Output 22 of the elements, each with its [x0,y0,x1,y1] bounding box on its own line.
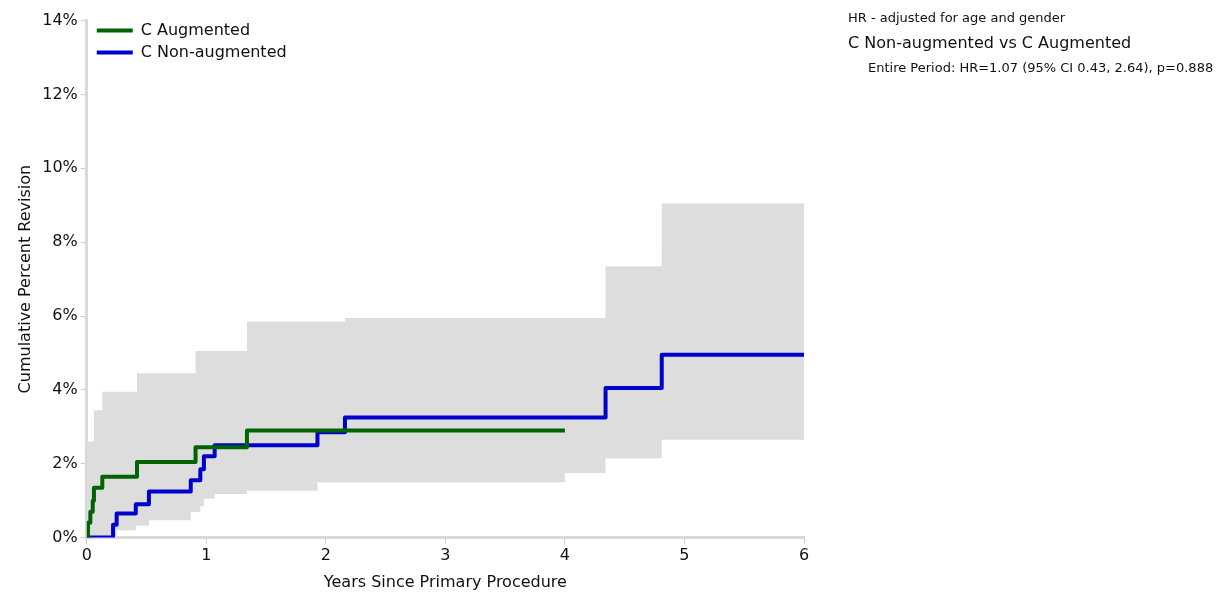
y-tick-label: 0% [52,526,78,546]
y-tick-label: 4% [52,379,78,399]
x-axis-title: Years Since Primary Procedure [322,571,567,591]
y-tick-label: 14% [42,9,78,29]
text: Entire Period: HR=1.07 (95% CI 0.43, 2.64), p=0.888 [867,60,1215,75]
y-axis-title: Cumulative Percent Revision [14,164,34,394]
x-tick-label: 2 [320,545,331,565]
x-tick-label: 4 [559,545,571,565]
y-tick-label: 6% [52,305,78,325]
y-tick-label: 12% [42,83,78,103]
legend-label: C Augmented [140,19,251,39]
y-tick-label: 8% [52,231,78,251]
y-tick-label: 10% [42,157,78,177]
x-tick-label: 5 [679,545,690,565]
x-tick-label: 3 [440,545,451,565]
x-tick-label: 1 [201,545,212,565]
x-tick-label: 6 [798,545,810,565]
text: C Non-augmented vs C Augmented [848,33,1133,52]
legend-label: C Non-augmented [140,41,287,61]
x-tick-label: 0 [81,545,92,565]
text: HR - adjusted for age and gender [848,10,1067,25]
y-tick-label: 2% [52,452,78,472]
